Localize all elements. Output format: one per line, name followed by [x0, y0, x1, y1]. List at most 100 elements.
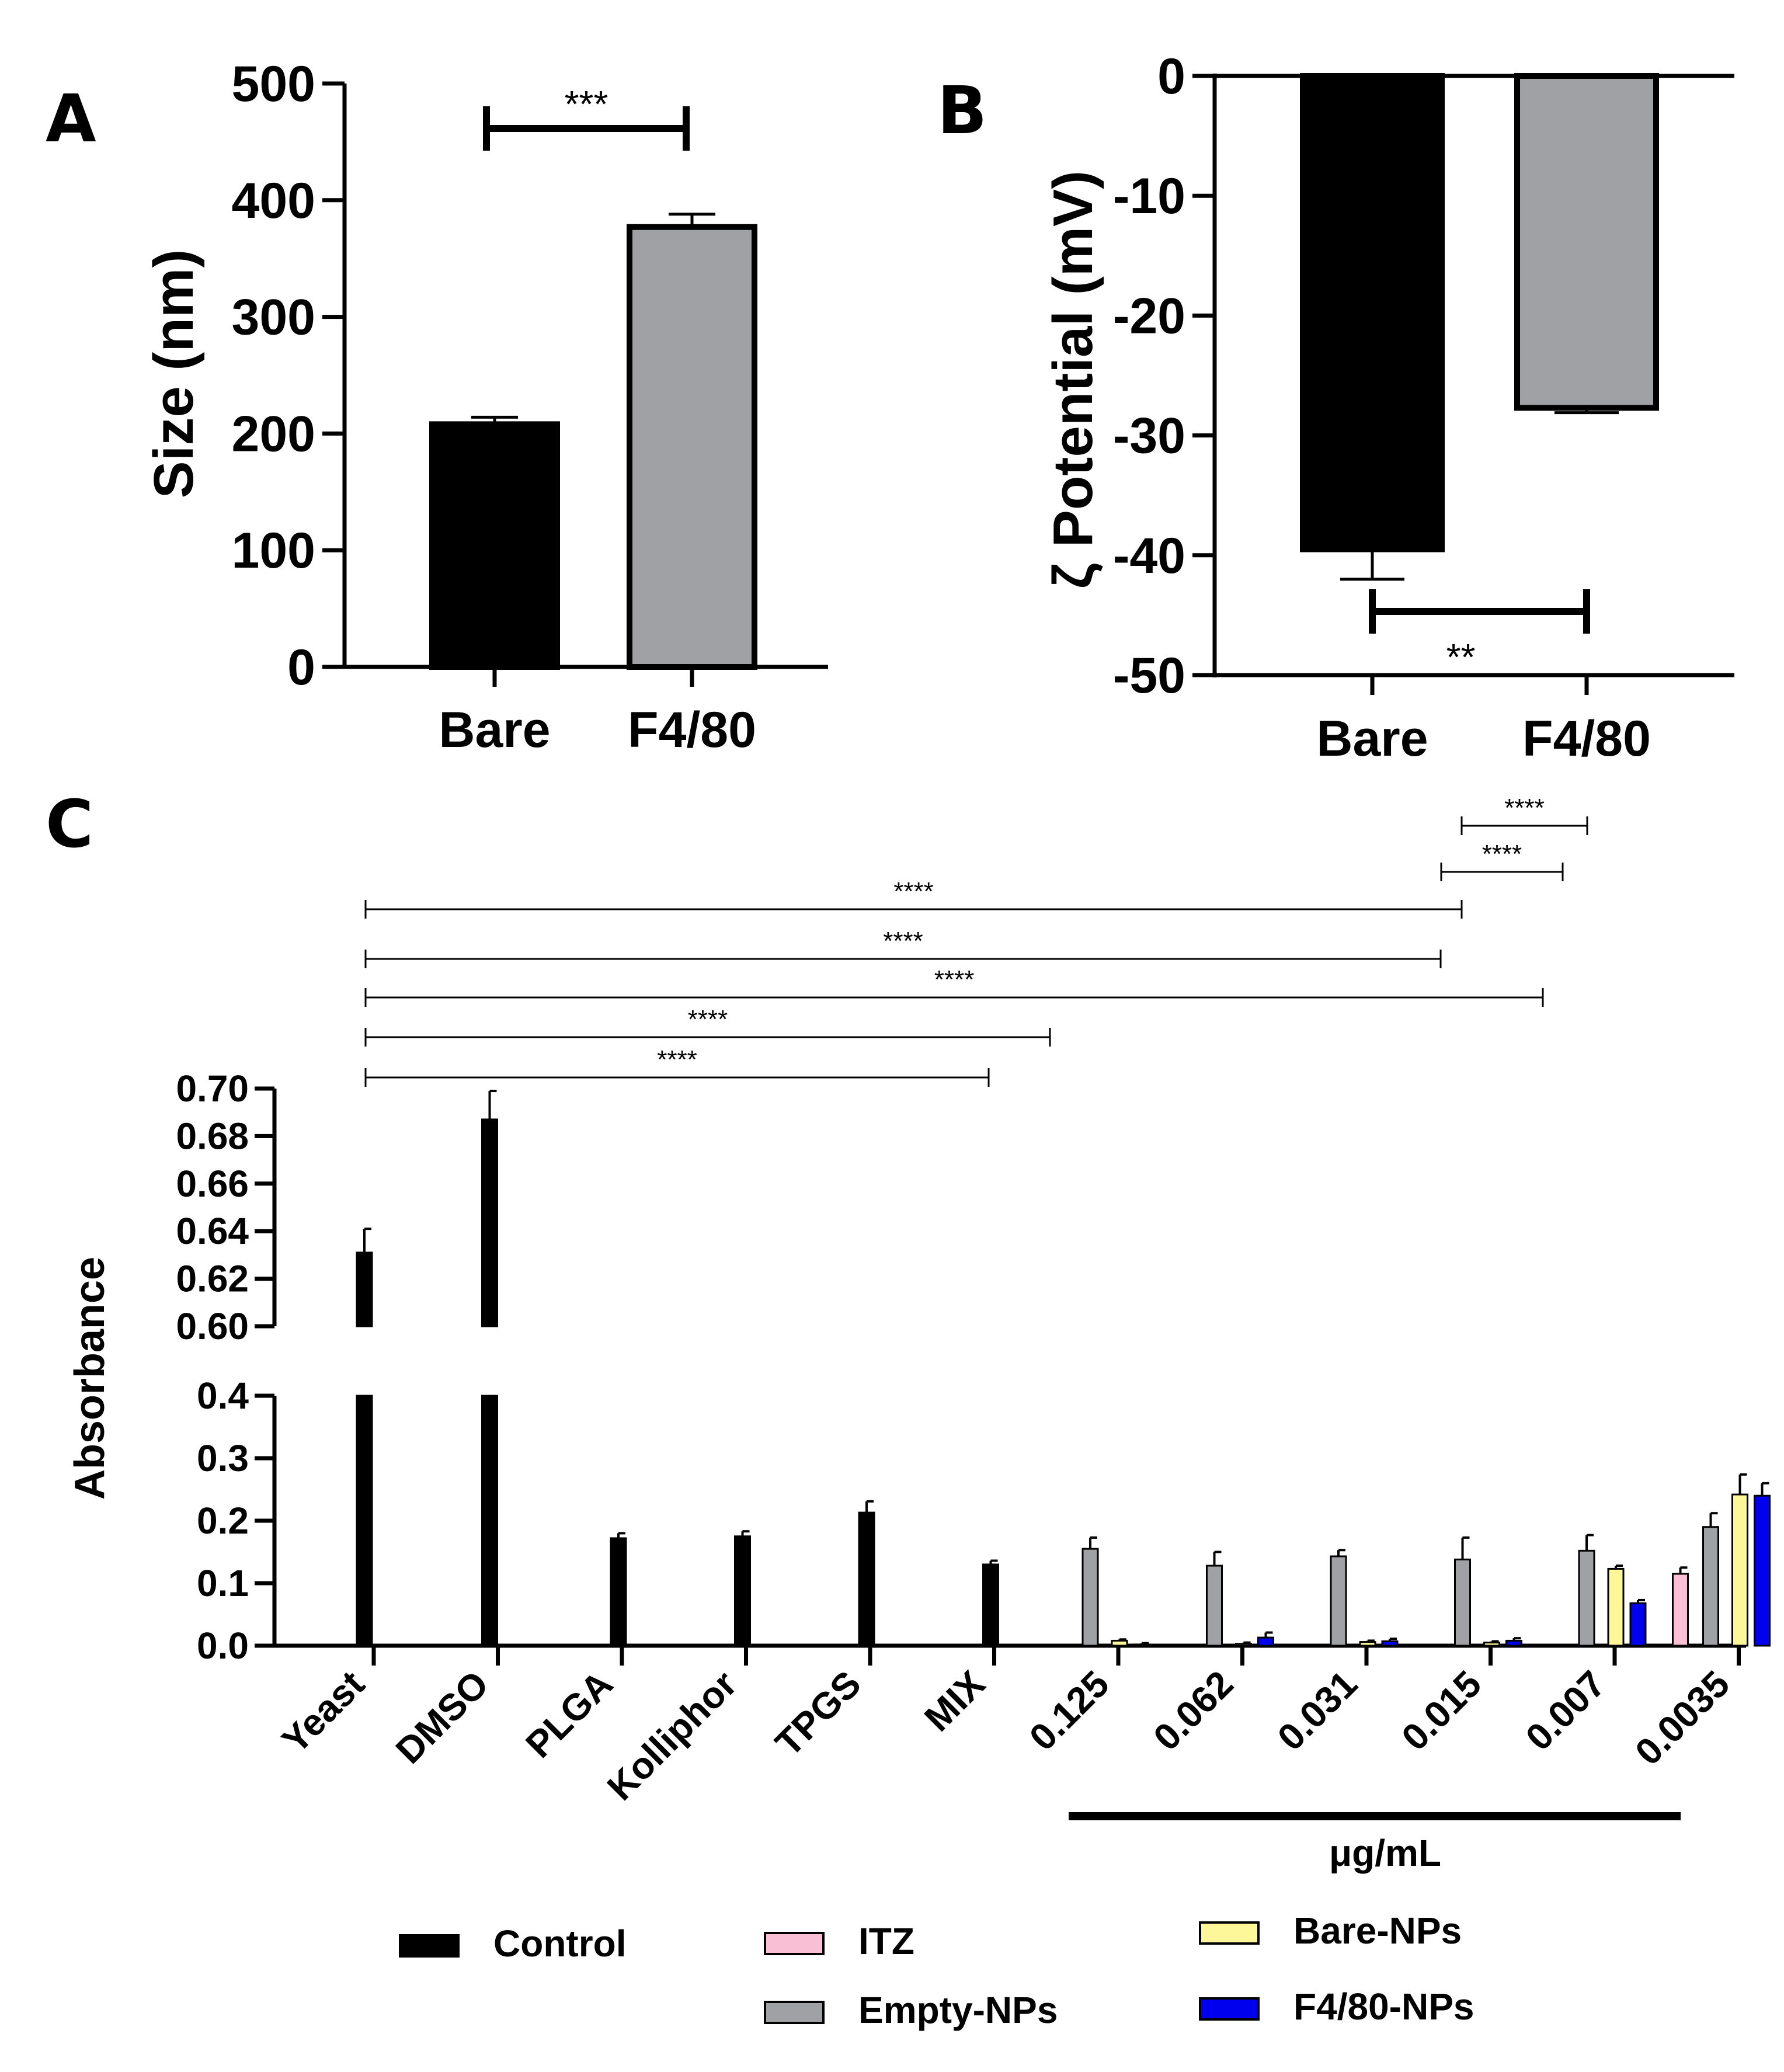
y-tick-label: -40: [1113, 528, 1185, 584]
chart-c: 0.0 0.1 0.2 0.3 0.4 0.60 0.62 0.64 0.66 0.68 0.70 A…: [67, 794, 1771, 2031]
x-tick-label: 0.031: [1270, 1663, 1365, 1758]
y-tick-label: 0.0: [197, 1625, 249, 1667]
bar-bare-nps: [1731, 1493, 1748, 1647]
y-tick-label: 200: [232, 406, 316, 462]
bar-empty-nps: [1081, 1548, 1099, 1647]
bar-control: [858, 1511, 875, 1647]
bar: [1514, 73, 1659, 411]
bar-control: [356, 1395, 373, 1647]
significance-label: ****: [1504, 794, 1545, 822]
x-tick-label: Bare: [439, 702, 550, 758]
bar: [627, 224, 757, 670]
bar: [429, 421, 560, 670]
y-axis-label: Absorbance: [67, 1257, 113, 1500]
significance-label: ****: [1482, 840, 1522, 868]
legend-swatch: [1199, 1921, 1260, 1945]
chart-a: 0 100 200 300 400 500 Size (nm) Bare F4/80 ***: [142, 56, 828, 758]
legend-swatch: [764, 1932, 825, 1955]
panel-letter-c: C: [46, 787, 93, 863]
x-tick-label: 0.015: [1393, 1663, 1489, 1758]
y-tick-label: 100: [232, 523, 316, 579]
y-tick-label: -20: [1113, 288, 1185, 344]
bar-control: [481, 1395, 498, 1647]
legend-label: Control: [493, 1922, 627, 1965]
bar-bare-nps: [1607, 1567, 1625, 1647]
bar-f4-80-nps: [1381, 1640, 1399, 1647]
x-tick-label: F4/80: [628, 702, 756, 758]
y-tick-label: 0.4: [197, 1375, 249, 1417]
x-tick-label: MIX: [916, 1663, 993, 1740]
bar-control-upper: [356, 1251, 373, 1327]
y-tick-label: 400: [232, 173, 316, 229]
y-tick-label: 0.66: [176, 1163, 249, 1205]
x-tick-label: DMSO: [388, 1663, 497, 1772]
y-tick-label: 0.2: [197, 1500, 249, 1542]
y-tick-label: 0.62: [176, 1258, 249, 1300]
y-axis-label: ζ Potential (mV): [1042, 171, 1104, 589]
bar-itz: [1672, 1573, 1689, 1647]
significance-label: ****: [883, 927, 923, 955]
bar-control: [982, 1563, 999, 1647]
significance-label: ****: [688, 1005, 728, 1034]
panel-letter-b: B: [937, 73, 987, 149]
y-axis-label: Size (nm): [142, 249, 205, 499]
x-tick-label: Kolliphor: [599, 1663, 745, 1808]
legend-swatch: [1199, 1997, 1260, 2021]
y-tick-label: 0.3: [197, 1437, 249, 1479]
y-tick-label: 0: [287, 639, 315, 696]
significance-label: **: [1446, 636, 1476, 678]
x-tick-label: 0.0035: [1627, 1663, 1737, 1773]
x-tick-label: 0.007: [1518, 1663, 1613, 1758]
legend-label: Empty-NPs: [858, 1989, 1058, 2031]
x-tick-label: Bare: [1316, 711, 1428, 767]
x-tick-label: 0.125: [1021, 1663, 1117, 1758]
y-tick-label: 0: [1157, 48, 1185, 105]
bar-empty-nps: [1206, 1565, 1223, 1647]
bar-empty-nps: [1578, 1549, 1595, 1647]
y-tick-label: -50: [1113, 648, 1185, 704]
x-tick-label: F4/80: [1522, 711, 1651, 767]
bar-f4-80-nps: [1133, 1643, 1150, 1647]
y-tick-label: 0.1: [197, 1562, 249, 1604]
bar-f4-80-nps: [1754, 1494, 1771, 1647]
panel-letter-a: A: [46, 81, 96, 157]
y-tick-label: 0.68: [176, 1115, 249, 1157]
bar-bare-nps: [1235, 1643, 1252, 1647]
y-tick-label: 0.64: [176, 1210, 249, 1252]
bar-empty-nps: [1330, 1555, 1347, 1647]
bar-empty-nps: [1702, 1526, 1719, 1647]
significance-label: ****: [657, 1045, 697, 1074]
bar-bare-nps: [1483, 1642, 1500, 1647]
legend-swatch: [399, 1934, 460, 1958]
significance-label: ****: [934, 965, 975, 994]
x-tick-label: Yeast: [274, 1663, 373, 1761]
significance-label: ***: [565, 83, 608, 125]
bar-control: [610, 1537, 627, 1647]
x-tick-label: PLGA: [517, 1663, 621, 1766]
y-tick-label: 0.70: [176, 1068, 249, 1110]
group-label: μg/mL: [1329, 1832, 1441, 1874]
y-tick-label: 500: [232, 56, 316, 112]
legend-label: F4/80-NPs: [1293, 1986, 1474, 2028]
x-tick-label: TPGS: [767, 1663, 869, 1764]
x-tick-label: 0.062: [1145, 1663, 1241, 1758]
bar: [1300, 73, 1445, 552]
bar-empty-nps: [1454, 1558, 1471, 1647]
significance-label: ****: [893, 877, 934, 906]
legend-label: Bare-NPs: [1293, 1910, 1462, 1952]
legend-label: ITZ: [858, 1920, 914, 1962]
bar-control: [734, 1535, 751, 1647]
bar-bare-nps: [1359, 1641, 1376, 1647]
bar-control-upper: [481, 1118, 498, 1327]
y-tick-label: 0.60: [176, 1305, 249, 1347]
y-tick-label: 300: [232, 290, 316, 346]
legend-swatch: [764, 2001, 825, 2024]
bar-f4-80-nps: [1629, 1602, 1647, 1647]
bar-f4-80-nps: [1257, 1636, 1274, 1647]
y-tick-label: -30: [1113, 408, 1185, 464]
bar-bare-nps: [1111, 1639, 1128, 1647]
chart-b: -50 -40 -30 -20 -10 0 ζ Potential (mV) Bare F4/8…: [1042, 48, 1734, 767]
bar-f4-80-nps: [1505, 1639, 1522, 1647]
y-tick-label: -10: [1113, 168, 1185, 224]
